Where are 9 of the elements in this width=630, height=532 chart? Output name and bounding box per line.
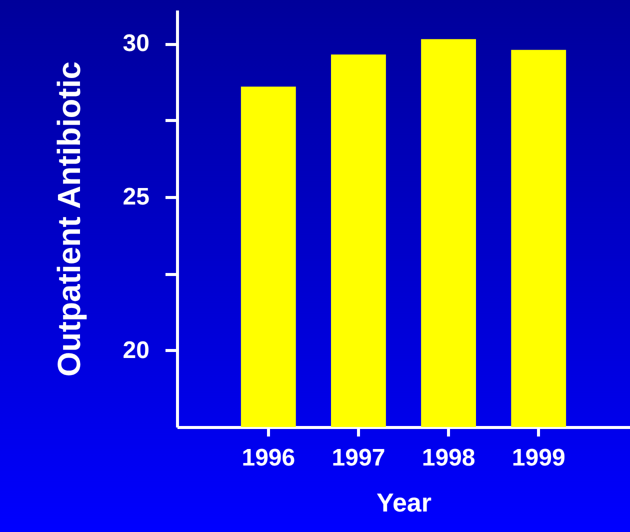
x-axis-title: Year — [376, 488, 432, 518]
x-tick-label: 1998 — [422, 444, 476, 472]
x-tick-label: 1999 — [512, 444, 566, 472]
y-axis-title: Outpatient Antibiotic — [50, 61, 87, 377]
y-tick-label: 20 — [122, 336, 150, 364]
x-tick-label: 1996 — [242, 444, 296, 472]
x-tick-label: 1997 — [332, 444, 386, 472]
y-tick-label: 30 — [122, 30, 150, 58]
y-tick-label: 25 — [122, 184, 150, 211]
